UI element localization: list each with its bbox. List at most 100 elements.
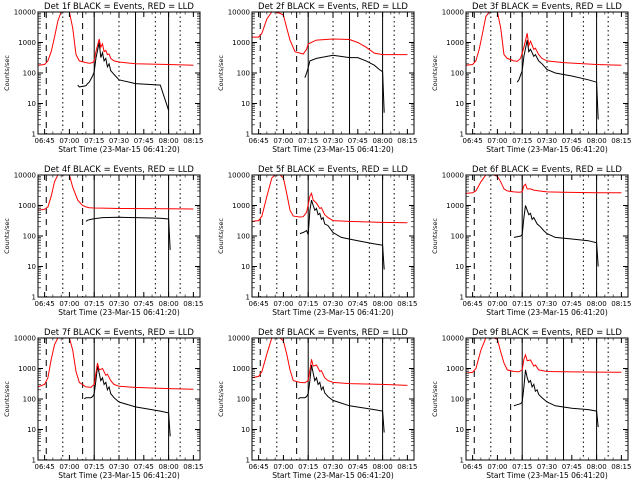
y-tick-label: 10000	[14, 9, 36, 17]
y-tick-label: 1000	[18, 39, 36, 47]
events-series-line	[85, 216, 171, 250]
y-tick-label: 1000	[232, 39, 250, 47]
lld-series-line	[465, 174, 622, 194]
y-tick-label: 1	[246, 131, 250, 139]
x-tick-label: 06:45	[35, 137, 55, 145]
y-tick-label: 1	[32, 131, 36, 139]
y-tick-label: 100	[23, 396, 36, 404]
y-tick-label: 10000	[442, 335, 464, 343]
y-tick-label: 10	[27, 100, 36, 108]
y-tick-label: 10000	[14, 172, 36, 180]
x-tick-label: 07:30	[323, 300, 343, 308]
x-tick-label: 07:00	[59, 300, 79, 308]
lld-series-line	[251, 337, 408, 386]
x-axis-label: Start Time (23-Mar-15 06:41:20)	[486, 471, 608, 480]
x-tick-label: 06:45	[35, 463, 55, 471]
x-tick-label: 08:00	[158, 300, 178, 308]
x-tick-label: 07:00	[273, 300, 293, 308]
x-tick-label: 08:15	[397, 463, 417, 471]
x-tick-label: 08:15	[611, 300, 631, 308]
x-tick-label: 07:30	[109, 300, 129, 308]
y-tick-label: 100	[23, 70, 36, 78]
x-tick-label: 07:45	[562, 137, 582, 145]
y-tick-label: 1	[460, 131, 464, 139]
chart-panel-8: Det 8f BLACK = Events, RED = LLD 1 10 100 10…	[217, 328, 417, 480]
x-tick-label: 07:15	[298, 300, 318, 308]
x-tick-label: 08:15	[397, 137, 417, 145]
lld-series-line	[37, 337, 194, 390]
y-tick-label: 1000	[232, 202, 250, 210]
x-tick-label: 08:15	[183, 137, 203, 145]
chart-panel-4: Det 4f BLACK = Events, RED = LLD 1 10 100 10…	[3, 165, 203, 317]
y-tick-label: 100	[237, 70, 250, 78]
x-tick-label: 07:15	[84, 463, 104, 471]
y-tick-label: 1	[460, 457, 464, 465]
y-tick-label: 1	[32, 457, 36, 465]
x-tick-label: 08:00	[372, 463, 392, 471]
y-tick-label: 10	[27, 426, 36, 434]
y-tick-label: 100	[451, 396, 464, 404]
y-tick-label: 10	[241, 426, 250, 434]
chart-panel-9: Det 9f BLACK = Events, RED = LLD 1 10 100 10…	[431, 328, 631, 480]
x-tick-label: 07:45	[348, 300, 368, 308]
events-series-line	[513, 205, 599, 267]
x-tick-label: 08:15	[183, 300, 203, 308]
x-tick-label: 07:00	[487, 300, 507, 308]
y-tick-label: 1	[460, 294, 464, 302]
y-tick-label: 100	[451, 70, 464, 78]
y-tick-label: 10	[27, 263, 36, 271]
y-tick-label: 1	[246, 294, 250, 302]
chart-panel-5: Det 5f BLACK = Events, RED = LLD 1 10 100 10…	[217, 165, 417, 317]
y-axis-label: Counts/sec	[3, 381, 11, 417]
x-axis-label: Start Time (23-Mar-15 06:41:20)	[58, 471, 180, 480]
y-axis-label: Counts/sec	[431, 55, 439, 91]
x-tick-label: 07:00	[487, 463, 507, 471]
y-tick-label: 10000	[442, 9, 464, 17]
x-tick-label: 08:00	[586, 300, 606, 308]
y-tick-label: 10000	[228, 172, 250, 180]
x-tick-label: 08:15	[397, 300, 417, 308]
y-tick-label: 10000	[442, 172, 464, 180]
y-tick-label: 10	[241, 263, 250, 271]
lld-series-line	[37, 11, 194, 66]
lld-series-line	[252, 11, 408, 56]
y-tick-label: 100	[237, 233, 250, 241]
chart-panel-3: Det 3f BLACK = Events, RED = LLD 1 10 100 10…	[431, 2, 631, 154]
chart-title: Det 8f BLACK = Events, RED = LLD	[258, 328, 408, 338]
y-axis-label: Counts/sec	[3, 218, 11, 254]
y-tick-label: 100	[451, 233, 464, 241]
x-tick-label: 07:15	[512, 463, 532, 471]
x-tick-label: 07:45	[134, 463, 154, 471]
y-tick-label: 1	[246, 457, 250, 465]
x-tick-label: 07:30	[537, 300, 557, 308]
x-axis-label: Start Time (23-Mar-15 06:41:20)	[58, 308, 180, 317]
chart-panel-6: Det 6f BLACK = Events, RED = LLD 1 10 100 10…	[431, 165, 631, 317]
chart-title: Det 7f BLACK = Events, RED = LLD	[44, 328, 194, 338]
x-axis-label: Start Time (23-Mar-15 06:41:20)	[272, 308, 394, 317]
x-tick-label: 07:00	[59, 463, 79, 471]
lld-series-line	[465, 11, 622, 66]
x-tick-label: 07:30	[109, 137, 129, 145]
lld-series-line	[251, 174, 408, 224]
events-series-line	[513, 369, 599, 428]
chart-title: Det 4f BLACK = Events, RED = LLD	[44, 165, 194, 175]
events-series-line	[83, 365, 171, 437]
y-tick-label: 10000	[14, 335, 36, 343]
y-tick-label: 10	[455, 100, 464, 108]
chart-panel-1: Det 1f BLACK = Events, RED = LLD 1 10 100 10…	[3, 2, 203, 154]
x-tick-label: 07:15	[512, 300, 532, 308]
x-tick-label: 07:45	[348, 463, 368, 471]
x-axis-label: Start Time (23-Mar-15 06:41:20)	[272, 471, 394, 480]
x-tick-label: 07:45	[348, 137, 368, 145]
lld-series-line	[37, 174, 194, 211]
x-axis-label: Start Time (23-Mar-15 06:41:20)	[58, 145, 180, 154]
y-tick-label: 10000	[228, 9, 250, 17]
chart-title: Det 2f BLACK = Events, RED = LLD	[258, 2, 408, 12]
x-tick-label: 07:30	[537, 137, 557, 145]
chart-title: Det 6f BLACK = Events, RED = LLD	[472, 165, 622, 175]
x-tick-label: 07:00	[273, 137, 293, 145]
y-axis-label: Counts/sec	[217, 218, 225, 254]
events-series-line	[299, 199, 385, 270]
x-axis-label: Start Time (23-Mar-15 06:41:20)	[486, 145, 608, 154]
x-tick-label: 08:15	[611, 463, 631, 471]
